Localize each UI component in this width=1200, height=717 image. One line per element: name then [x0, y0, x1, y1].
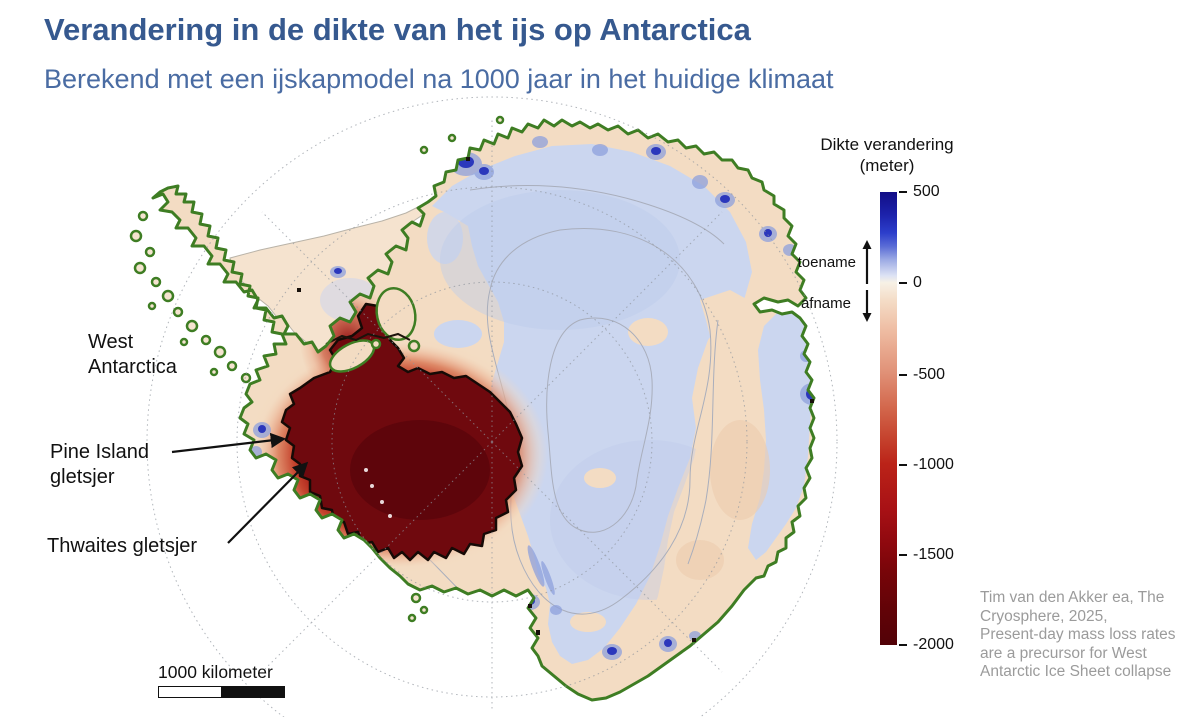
label-increase: toename [797, 254, 856, 271]
page-title: Verandering in de dikte van het ijs op A… [44, 12, 751, 47]
graticule [146, 96, 838, 717]
label-west-antarctica: West Antarctica [88, 331, 177, 378]
leader-arrows [171, 432, 309, 544]
map-scalebar: 1000 kilometer [158, 662, 285, 698]
blue-patch [434, 320, 482, 348]
scalebar-label: 1000 kilometer [158, 662, 273, 682]
scalebar-segment-black [221, 686, 285, 698]
scalebar-bar [158, 686, 285, 698]
elevation-contours [429, 185, 725, 619]
tick-mark [899, 644, 907, 646]
tan-patch [710, 420, 770, 520]
shelf-thickening-spots [330, 266, 346, 278]
colorbar-gradient [880, 192, 897, 645]
scalebar-segment-white [158, 686, 222, 698]
tick-mark [899, 374, 907, 376]
thinning-core-dark [350, 420, 490, 520]
tick-mark [899, 464, 907, 466]
down-arrow-icon [862, 313, 872, 322]
peach-patch [584, 468, 616, 488]
tan-patch [676, 540, 724, 580]
interior-thickening-region [432, 144, 752, 664]
label-decrease: afname [800, 295, 851, 312]
colorbar-tick: -2000 [899, 636, 954, 654]
tick-mark [899, 282, 907, 284]
tick-mark [899, 554, 907, 556]
tick-mark [899, 191, 907, 193]
colorbar-tick: 500 [899, 183, 940, 201]
pine-island-arrow [171, 432, 287, 454]
coast-black-flecks [297, 157, 814, 642]
blue-shade [440, 190, 680, 330]
colorbar-title: Dikte verandering (meter) [820, 135, 954, 175]
islands [129, 115, 505, 623]
peach-patch [628, 318, 668, 346]
source-citation: Tim van den Akker ea, The Cryosphere, 20… [980, 589, 1176, 681]
increase-decrease-arrows-icon [862, 240, 872, 322]
up-arrow-icon [862, 240, 872, 249]
colorbar-ticks: 500 0 -500 -1000 -1500 -2000 [899, 183, 979, 653]
colorbar-tick: 0 [899, 274, 922, 292]
peach-patch [570, 612, 606, 632]
colorbar-tick: -1500 [899, 546, 954, 564]
thwaites-arrow [227, 461, 309, 544]
colorbar-tick: -1000 [899, 456, 954, 474]
core-white-flecks [364, 468, 392, 518]
label-pine-island-glacier: Pine Island gletsjer [50, 441, 149, 488]
label-thwaites-glacier: Thwaites gletsjer [47, 535, 198, 557]
colorbar-tick: -500 [899, 366, 945, 384]
blue-patch [427, 212, 463, 264]
page-subtitle: Berekend met een ijskapmodel na 1000 jaa… [44, 64, 834, 94]
shelf-black-contour [325, 332, 411, 345]
